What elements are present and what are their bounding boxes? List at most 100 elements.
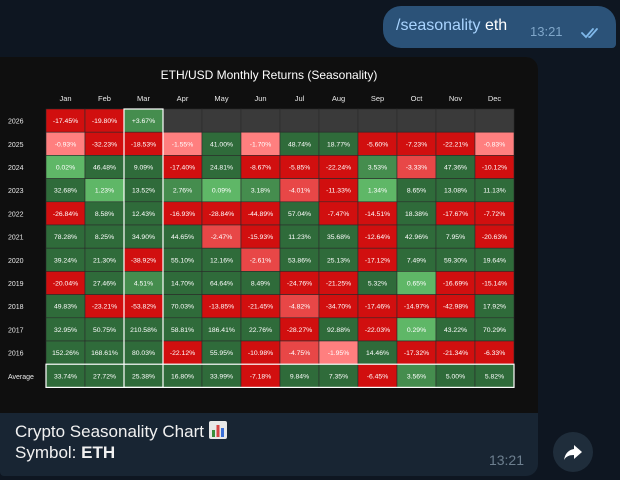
cell-value: -44.89% [248,211,273,218]
cell-value: +3.67% [132,118,155,125]
heatmap-cell [201,108,242,133]
cell-value: 57.04% [288,211,311,218]
cell-value: -22.03% [365,327,390,334]
command-link[interactable]: /seasonality [396,17,481,34]
cell-value: -2.47% [211,234,233,241]
heatmap-cell [162,108,203,133]
cell-value: -17.12% [365,257,390,264]
cell-value: 46.48% [93,165,116,172]
year-label: 2023 [8,188,24,195]
cell-value: 4.51% [134,281,153,288]
cell-value: -0.83% [484,141,506,148]
cell-value: 22.76% [249,327,272,334]
cell-value: 152.26% [52,350,79,357]
cell-value: 34.90% [132,234,155,241]
month-label: Feb [98,94,111,103]
year-label: 2016 [8,351,24,358]
cell-value: 55.10% [171,257,194,264]
cell-value: -22.21% [443,141,468,148]
cell-value: 13.52% [132,188,155,195]
cell-value: -53.82% [131,304,156,311]
cell-value: 5.32% [368,281,387,288]
cell-value: -17.46% [365,304,390,311]
cell-value: 32.68% [54,188,77,195]
cell-value: -17.32% [404,350,429,357]
cell-value: -18.53% [131,141,156,148]
month-label: Apr [177,94,189,103]
cell-value: 12.43% [132,211,155,218]
cell-value: 58.81% [171,327,194,334]
cell-value: -17.45% [53,118,78,125]
heatmap-cell [435,108,476,133]
cell-value: -16.69% [443,281,468,288]
year-label: 2018 [8,304,24,311]
cell-value: 32.95% [54,327,77,334]
cell-value: 14.46% [366,350,389,357]
cell-value: -5.60% [367,141,389,148]
year-label: 2026 [8,119,24,126]
cell-value: 14.70% [171,281,194,288]
cell-value: -1.70% [250,141,272,148]
cell-value: -28.27% [287,327,312,334]
cell-value: -23.21% [92,304,117,311]
month-label: Jul [295,94,305,103]
cell-value: 0.02% [56,165,75,172]
cell-value: -10.98% [248,350,273,357]
seasonality-chart-image[interactable]: ETH/USD Monthly Returns (Seasonality) Jan… [0,57,538,413]
cell-value: -19.80% [92,118,117,125]
cell-value: -4.82% [289,304,311,311]
cell-value: -38.92% [131,257,156,264]
cell-value: -1.55% [172,141,194,148]
cell-value: -34.70% [326,304,351,311]
year-label: 2019 [8,281,24,288]
symbol-label: Symbol: [15,443,77,462]
cell-value: 13.08% [444,188,467,195]
cell-value: 41.00% [210,141,233,148]
cell-value: 7.95% [446,234,465,241]
cell-value: -3.33% [406,165,428,172]
outgoing-message[interactable]: /seasonality eth 13:21 [383,6,616,48]
cell-value: 5.00% [446,373,465,380]
share-arrow-icon [564,445,582,460]
heatmap-cell [279,108,320,133]
cell-value: 5.82% [485,373,504,380]
cell-value: -7.23% [406,141,428,148]
bot-message-time: 13:21 [488,452,524,468]
cell-value: -4.01% [289,188,311,195]
bot-message[interactable]: ETH/USD Monthly Returns (Seasonality) Jan… [0,57,538,476]
cell-value: 53.86% [288,257,311,264]
cell-value: -0.93% [55,141,77,148]
cell-value: -17.40% [170,165,195,172]
read-double-check-icon [581,28,598,39]
cell-value: 8.25% [95,234,114,241]
cell-value: -10.12% [482,165,507,172]
year-label: 2024 [8,165,24,172]
cell-value: 27.46% [93,281,116,288]
month-label: Jun [254,94,266,103]
month-label: Mar [137,94,150,103]
cell-value: 33.74% [54,373,77,380]
cell-value: -24.76% [287,281,312,288]
bar-chart-icon [208,421,227,439]
year-label: 2021 [8,235,24,242]
cell-value: -14.51% [365,211,390,218]
month-label: Oct [411,94,424,103]
cell-value: -6.33% [484,350,506,357]
cell-value: -5.85% [289,165,311,172]
cell-value: 0.65% [407,281,426,288]
cell-value: 18.77% [327,141,350,148]
cell-value: -7.18% [250,373,272,380]
month-label: Sep [371,94,384,103]
heatmap-cell [396,108,437,133]
cell-value: 49.83% [54,304,77,311]
cell-value: 43.22% [444,327,467,334]
cell-value: 48.74% [288,141,311,148]
cell-value: 50.75% [93,327,116,334]
cell-value: -1.95% [328,350,350,357]
month-label: May [214,94,228,103]
cell-value: -42.98% [443,304,468,311]
share-button[interactable] [553,432,593,472]
message-caption: Crypto Seasonality Chart Symbol: ETH [15,421,227,463]
symbol-value: ETH [81,443,116,462]
cell-value: -7.72% [484,211,506,218]
